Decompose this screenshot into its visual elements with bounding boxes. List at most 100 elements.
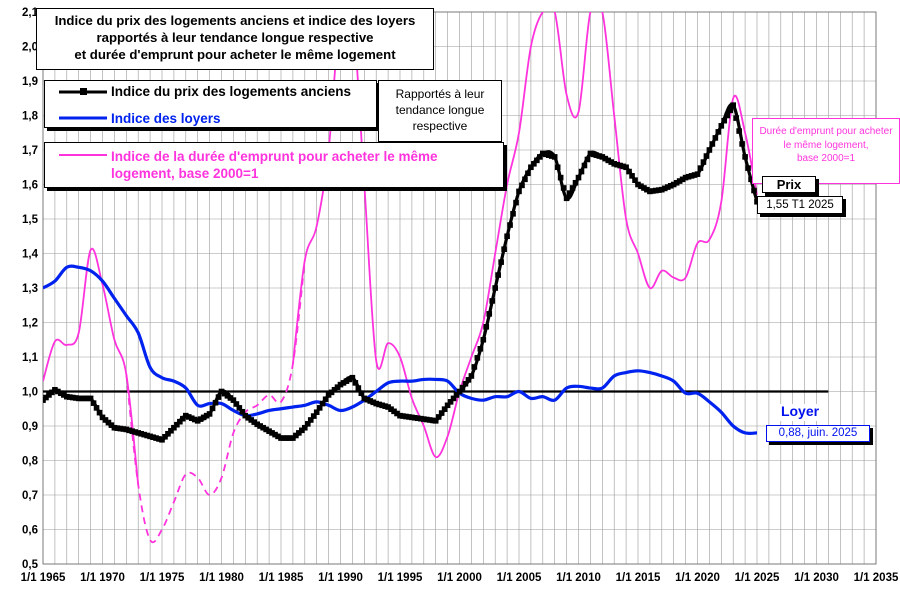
price-marker: [700, 159, 707, 165]
price-marker: [299, 427, 305, 434]
price-marker: [52, 386, 58, 393]
duration-annotation-line3: base 2000=1: [796, 153, 856, 164]
x-tick-label: 1/1 2025: [735, 572, 780, 584]
price-marker: [474, 355, 481, 361]
price-marker: [233, 401, 240, 407]
price-marker: [287, 435, 293, 441]
price-marker: [245, 415, 252, 421]
title-line-3: et durée d'emprunt pour acheter le même …: [74, 47, 396, 62]
price-marker: [126, 427, 133, 434]
price-marker: [236, 405, 243, 411]
chart-series: [43, 12, 829, 544]
price-marker: [391, 408, 397, 415]
price-marker: [123, 426, 130, 433]
price-marker: [251, 419, 258, 425]
rent-annotation-title: Loyer: [772, 404, 828, 421]
price-marker: [661, 185, 668, 192]
title-line-2: rapportés à leur tendance longue respect…: [96, 30, 374, 45]
price-marker: [537, 154, 543, 160]
price-marker: [352, 380, 359, 386]
price-marker: [480, 336, 487, 343]
title-line-1: Indice du prix des logements anciens et …: [54, 13, 416, 28]
price-marker: [504, 233, 510, 240]
price-marker: [275, 433, 281, 440]
price-marker: [102, 417, 109, 423]
price-marker: [441, 406, 448, 412]
x-tick-label: 1/1 1980: [199, 572, 244, 584]
price-marker: [135, 430, 141, 436]
price-marker: [465, 377, 472, 383]
price-marker: [93, 405, 100, 411]
price-marker: [685, 173, 692, 180]
price-marker: [334, 384, 341, 390]
price-marker: [203, 412, 210, 419]
price-marker: [388, 406, 394, 412]
price-marker: [742, 154, 748, 160]
legend-duration-line1: Indice de la durée d'emprunt pour achete…: [111, 149, 438, 164]
y-tick-label: 1,1: [22, 352, 39, 364]
price-marker: [138, 430, 144, 437]
price-marker: [522, 176, 528, 183]
price-marker: [459, 384, 466, 391]
price-marker: [632, 177, 638, 183]
y-tick-label: 1,5: [22, 214, 39, 226]
price-marker: [611, 161, 617, 167]
price-marker: [304, 421, 311, 427]
price-marker: [468, 373, 475, 379]
price-marker: [495, 272, 501, 278]
price-marker: [435, 414, 442, 420]
price-marker: [608, 159, 615, 165]
price-marker: [444, 402, 451, 409]
legend-duration-swatch: [59, 154, 107, 156]
price-marker: [432, 418, 439, 424]
price-marker: [510, 211, 516, 217]
price-marker: [581, 162, 588, 169]
price-marker: [361, 395, 368, 402]
price-marker: [486, 311, 493, 317]
price-marker: [641, 185, 647, 191]
price-marker: [587, 150, 594, 157]
price-marker: [718, 123, 725, 129]
price-marker: [156, 436, 162, 442]
price-marker: [656, 187, 662, 193]
price-marker: [215, 394, 222, 400]
price-marker: [331, 386, 338, 393]
price-marker: [165, 430, 171, 437]
price-marker: [617, 162, 623, 169]
price-marker: [78, 395, 85, 402]
price-marker: [406, 414, 412, 420]
price-marker: [162, 433, 168, 440]
chart-title: Indice du prix des logements anciens et …: [36, 8, 434, 70]
price-marker: [191, 416, 198, 423]
price-marker: [453, 392, 460, 398]
price-marker: [72, 395, 79, 401]
price-marker: [676, 178, 683, 184]
price-marker: [281, 435, 287, 441]
price-marker: [483, 324, 490, 330]
price-marker: [605, 157, 612, 164]
price-marker: [679, 176, 686, 183]
price-marker: [382, 403, 388, 409]
price-marker: [144, 432, 150, 439]
price-marker: [650, 188, 656, 194]
price-marker: [302, 424, 308, 431]
price-marker: [319, 400, 326, 407]
price-marker: [667, 182, 674, 189]
price-marker: [730, 102, 736, 108]
price-marker: [596, 153, 603, 159]
price-marker: [706, 147, 713, 153]
y-tick-label: 2,1: [22, 7, 39, 19]
price-marker: [528, 164, 534, 171]
price-marker: [415, 415, 421, 422]
price-marker: [296, 430, 302, 436]
price-marker: [376, 401, 382, 408]
duration-annotation-line1: Durée d'emprunt pour acheter: [759, 126, 893, 137]
price-marker: [548, 153, 555, 159]
price-marker: [531, 161, 537, 167]
price-marker: [614, 161, 620, 168]
price-marker: [310, 413, 317, 419]
price-marker: [307, 417, 314, 423]
x-tick-label: 1/1 1990: [318, 572, 363, 584]
price-marker: [644, 186, 650, 193]
trend-note-line2: tendance longue: [395, 103, 485, 117]
